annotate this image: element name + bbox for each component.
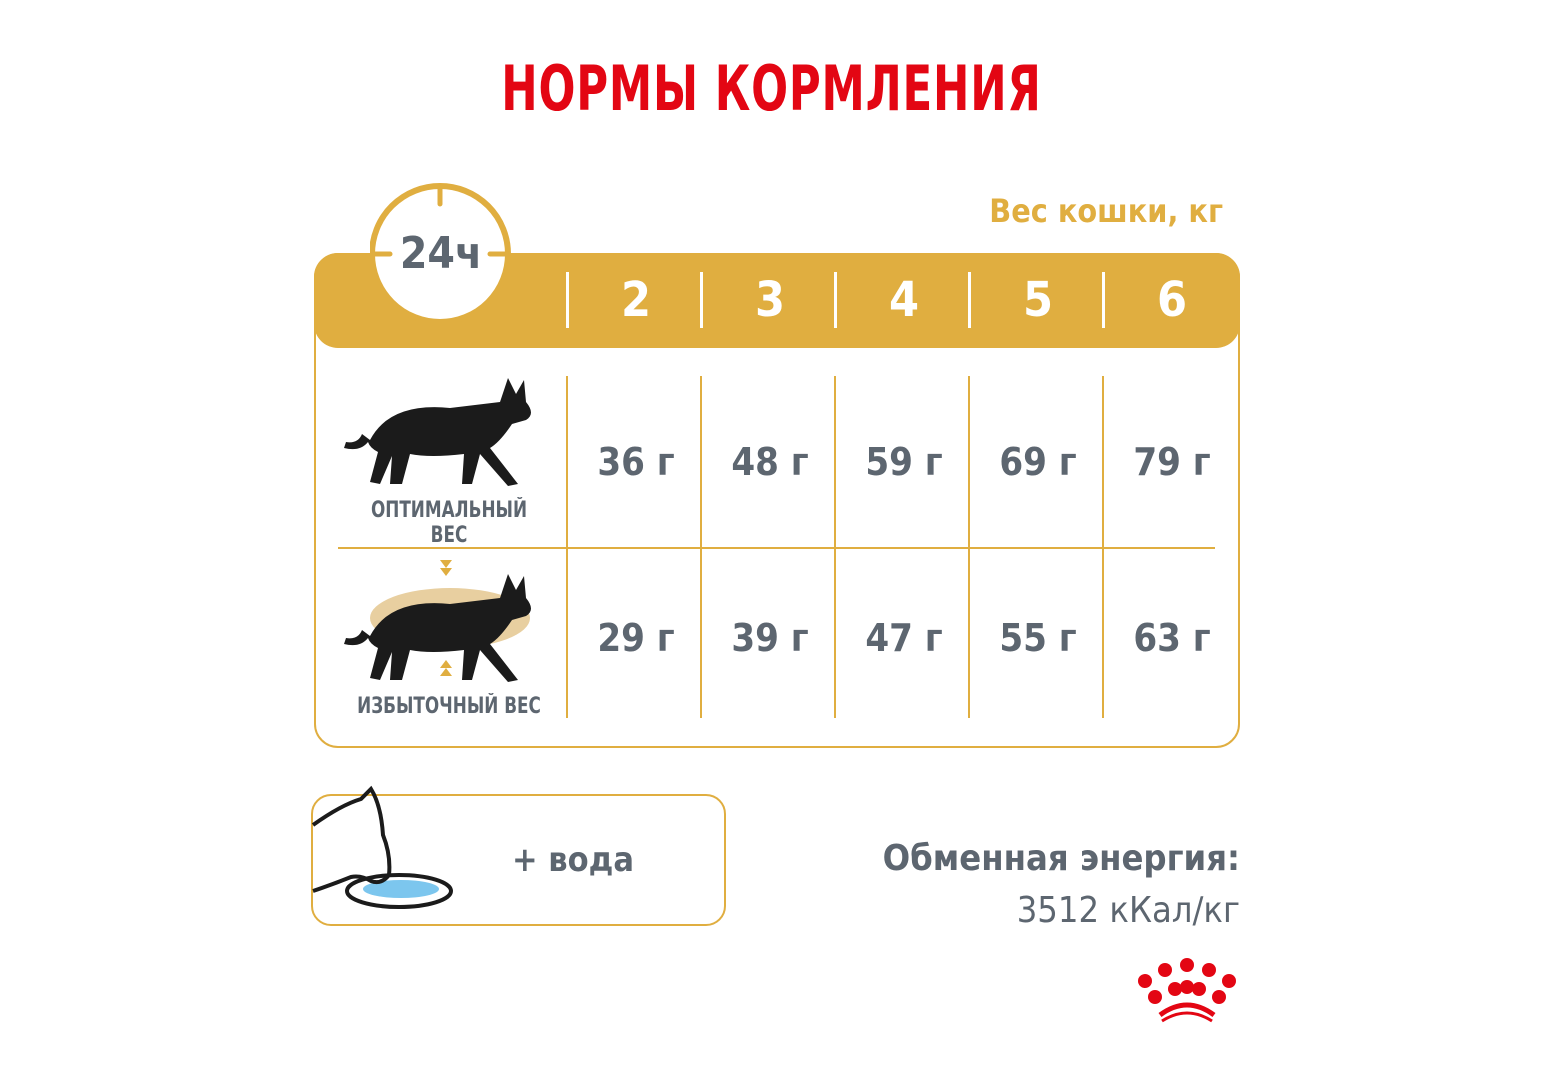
- weight-col-3: 3: [754, 272, 786, 328]
- header-divider: [700, 272, 703, 328]
- weight-col-6: 6: [1156, 272, 1188, 328]
- clock-icon: [370, 183, 511, 325]
- weight-col-4: 4: [888, 272, 920, 328]
- value-overweight-3: 39 г: [731, 616, 809, 660]
- weight-col-2: 2: [620, 272, 652, 328]
- header-divider: [566, 272, 569, 328]
- value-optimal-4: 59 г: [865, 440, 943, 484]
- value-overweight-2: 29 г: [597, 616, 675, 660]
- overweight-cat-icon: [344, 560, 531, 682]
- cat-drinking-icon: [311, 785, 453, 909]
- page-title: НОРМЫ КОРМЛЕНИЯ: [501, 52, 1042, 125]
- value-optimal-3: 48 г: [731, 440, 809, 484]
- row-label-overweight: ИЗБЫТОЧНЫЙ ВЕС: [357, 694, 541, 719]
- value-overweight-5: 55 г: [999, 616, 1077, 660]
- header-divider: [968, 272, 971, 328]
- header-divider: [1102, 272, 1105, 328]
- water-box: [311, 794, 726, 926]
- header-divider: [834, 272, 837, 328]
- value-overweight-4: 47 г: [865, 616, 943, 660]
- value-optimal-2: 36 г: [597, 440, 675, 484]
- value-optimal-5: 69 г: [999, 440, 1077, 484]
- energy-title: Обменная энергия:: [882, 838, 1240, 879]
- row-label-optimal: ОПТИМАЛЬНЫЙ ВЕС: [370, 498, 528, 548]
- weight-header: Вес кошки, кг: [989, 192, 1223, 230]
- royal-canin-crown-logo: [1138, 958, 1236, 1023]
- value-optimal-6: 79 г: [1133, 440, 1211, 484]
- cat-silhouette-icon: [344, 378, 531, 486]
- value-overweight-6: 63 г: [1133, 616, 1211, 660]
- row-divider: [338, 547, 1215, 549]
- weight-col-5: 5: [1022, 272, 1054, 328]
- energy-value: 3512 кКал/кг: [1016, 890, 1240, 931]
- period-label: 24ч: [399, 228, 483, 279]
- water-label: + вода: [512, 840, 634, 880]
